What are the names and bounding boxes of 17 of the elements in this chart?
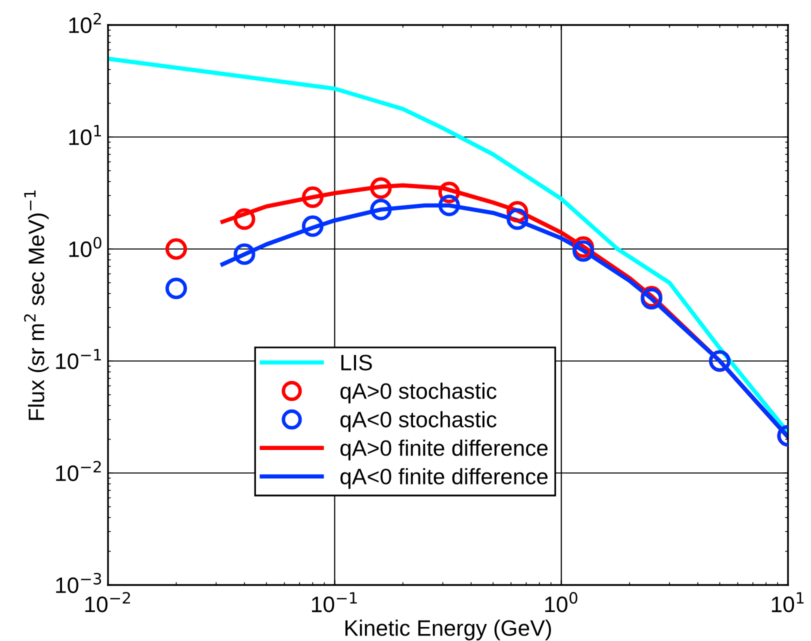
y-tick-label: 10$^{−3}$: [56, 572, 102, 594]
y-tick-label: 10$^{−1}$: [56, 349, 101, 370]
x-tick-label: 10$^{1}$: [772, 592, 804, 612]
y-axis-title: Flux (sr m$^{2}$ sec MeV)$^{−1}$: [24, 190, 49, 420]
legend-label: qA<0 stochastic: [340, 411, 496, 432]
legend-label: qA<0 finite difference: [340, 468, 548, 489]
x-tick-label: 10$^{0}$: [545, 592, 578, 612]
x-tick-label: 10$^{−1}$: [312, 592, 357, 612]
y-tick-label: 10$^{2}$: [69, 12, 101, 34]
y-tick-label: 10$^{1}$: [69, 125, 101, 146]
legend-label: qA>0 stochastic: [340, 382, 496, 404]
y-tick-label: 10$^{−2}$: [56, 460, 101, 482]
legend-label: qA>0 finite difference: [340, 440, 548, 460]
x-axis-title: Kinetic Energy (GeV): [345, 620, 551, 640]
x-tick-label: 10$^{−2}$: [85, 592, 130, 612]
y-tick-label: 10$^{0}$: [69, 236, 102, 258]
legend-label: LIS: [341, 354, 372, 370]
